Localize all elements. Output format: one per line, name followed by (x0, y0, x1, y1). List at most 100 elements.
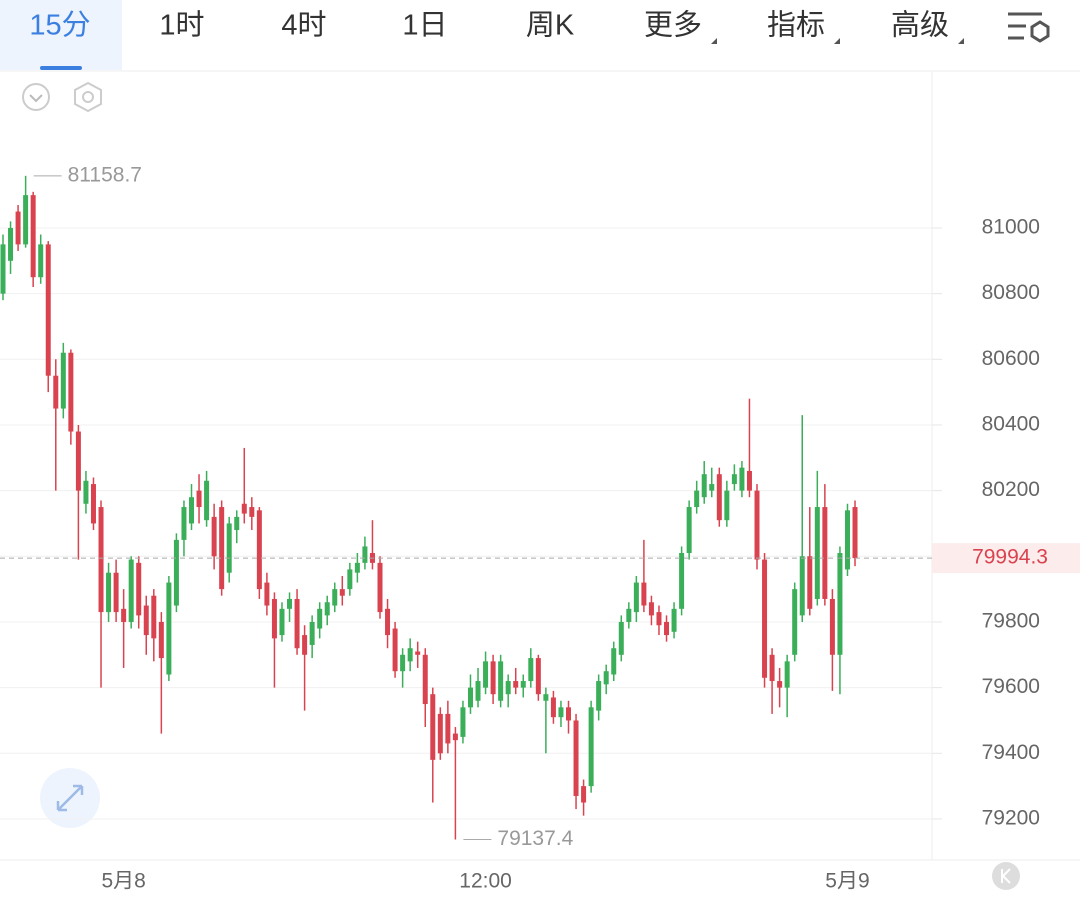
y-tick-label: 80800 (982, 281, 1040, 304)
y-tick-label: 80400 (982, 413, 1040, 436)
tab[interactable]: 1时 (159, 9, 204, 42)
expand-icon (56, 784, 84, 812)
settings-hex-icon-center (82, 91, 94, 103)
candle-body (701, 474, 707, 498)
candle-body (339, 589, 345, 596)
candle-body (279, 608, 285, 636)
candle-body (264, 582, 270, 606)
scroll-end-icon (1001, 868, 1011, 884)
candle-body (234, 516, 240, 531)
candle-body (596, 681, 602, 711)
tab[interactable]: 高级 (891, 9, 949, 42)
candle-body (437, 713, 443, 754)
dropdown-marker (711, 38, 717, 44)
candle-body (490, 661, 496, 695)
candle-body (769, 654, 775, 682)
y-tick-label: 80600 (982, 347, 1040, 370)
tab[interactable]: 15分 (29, 10, 90, 42)
candle-body (219, 507, 225, 590)
candle-body (98, 507, 104, 613)
candle-body (249, 507, 255, 517)
candle-body (226, 523, 232, 573)
candle-body (90, 484, 96, 524)
candle-body (483, 661, 489, 688)
candle-body (256, 510, 262, 590)
candle-body (543, 694, 549, 701)
candle-body (535, 658, 541, 695)
candle-body (694, 490, 700, 508)
x-tick-label: 12:00 (459, 870, 512, 893)
candle-body (136, 562, 142, 616)
candle-body (754, 490, 760, 560)
candle-body (121, 608, 127, 622)
candle-body (392, 628, 398, 672)
candle-body (799, 556, 805, 616)
candle-body (317, 608, 323, 629)
candle-body (852, 507, 858, 559)
tab[interactable]: 指标 (767, 9, 825, 42)
candle-body (581, 786, 587, 803)
x-tick-label: 5月8 (101, 870, 145, 893)
tab[interactable]: 周K (526, 10, 575, 42)
candle-body (611, 648, 617, 675)
y-tick-label: 79200 (982, 807, 1040, 830)
candle-body (550, 697, 556, 718)
candle-body (792, 589, 798, 655)
candle-body (664, 621, 670, 636)
candle-body (332, 589, 338, 606)
candle-body (709, 484, 715, 491)
dropdown-marker (834, 38, 840, 44)
candle-body (588, 707, 594, 787)
candle-body (45, 244, 51, 376)
x-tick-label: 5月9 (825, 870, 869, 893)
candle-body (520, 681, 526, 688)
candle-body (68, 352, 74, 432)
y-tick-label: 79600 (982, 675, 1040, 698)
candle-body (807, 556, 813, 609)
candle-body (151, 595, 157, 639)
candle-body (656, 612, 662, 626)
candle-body (415, 651, 421, 655)
candle-body (8, 227, 14, 261)
candle-body (241, 503, 247, 514)
collapse-icon-chevron (29, 94, 43, 103)
settings-icon[interactable] (1008, 12, 1050, 43)
candle-body (566, 707, 571, 721)
candle-body (362, 546, 368, 563)
candle-body (158, 621, 164, 659)
last-price-label: 79994.3 (972, 546, 1048, 569)
tab[interactable]: 1日 (402, 10, 447, 42)
candle-body (513, 681, 519, 688)
candle-body (679, 553, 685, 609)
candle-body (53, 375, 59, 409)
candle-body (15, 211, 21, 245)
candle-body (814, 507, 820, 599)
collapse-icon[interactable] (22, 83, 50, 111)
candle-body (354, 562, 360, 573)
tab[interactable]: 更多 (644, 9, 702, 42)
candle-body (475, 681, 481, 701)
candle-body (686, 507, 692, 554)
candle-body (777, 681, 783, 688)
candle-body (739, 467, 745, 491)
candle-body (460, 707, 466, 737)
candle-body (211, 516, 217, 557)
candle-body (143, 605, 149, 636)
candle-body (641, 582, 647, 606)
tab[interactable]: 4时 (281, 9, 326, 42)
y-tick-label: 79800 (982, 610, 1040, 633)
settings-hex-icon[interactable] (74, 81, 102, 113)
candle-body (38, 244, 44, 278)
candle-body (23, 195, 29, 245)
candle-body (0, 244, 6, 294)
scroll-end-button[interactable] (992, 862, 1020, 890)
candle-body (324, 602, 330, 616)
candle-body (385, 608, 391, 636)
candle-body (498, 661, 504, 701)
candle-body (731, 474, 737, 485)
candle-body (83, 480, 89, 504)
candle-body (173, 539, 179, 606)
y-tick-label: 81000 (982, 216, 1040, 239)
